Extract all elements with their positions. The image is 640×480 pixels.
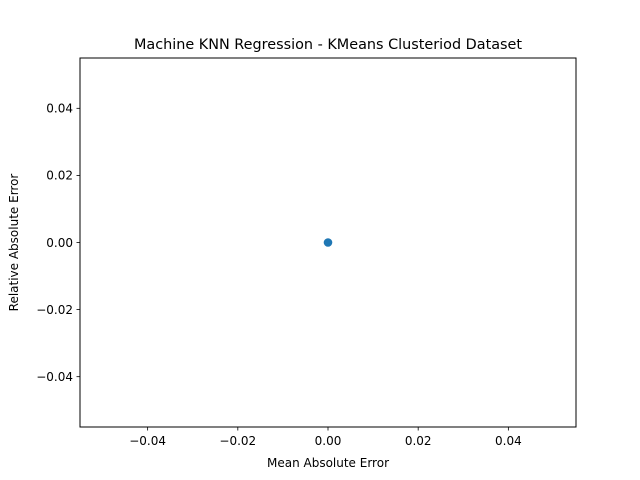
x-tick-label: 0.00 (315, 434, 342, 448)
y-tick-label: 0.00 (46, 236, 73, 250)
x-axis-label: Mean Absolute Error (267, 456, 389, 470)
y-axis-ticks: −0.04 −0.02 0.00 0.02 0.04 (36, 102, 80, 384)
y-tick-label: 0.04 (46, 102, 73, 116)
x-tick-label: −0.04 (129, 434, 166, 448)
y-axis-label: Relative Absolute Error (7, 174, 21, 312)
y-tick-label: 0.02 (46, 169, 73, 183)
y-tick-label: −0.02 (36, 303, 73, 317)
y-tick-label: −0.04 (36, 370, 73, 384)
x-axis-ticks: −0.04 −0.02 0.00 0.02 0.04 (129, 427, 522, 448)
plot-area-frame (79, 57, 577, 428)
x-tick-label: 0.04 (495, 434, 522, 448)
x-tick-label: −0.02 (219, 434, 256, 448)
chart-title: Machine KNN Regression - KMeans Clusteri… (134, 37, 522, 53)
scatter-point (323, 238, 333, 247)
scatter-points (323, 238, 333, 247)
x-tick-label: 0.02 (405, 434, 432, 448)
